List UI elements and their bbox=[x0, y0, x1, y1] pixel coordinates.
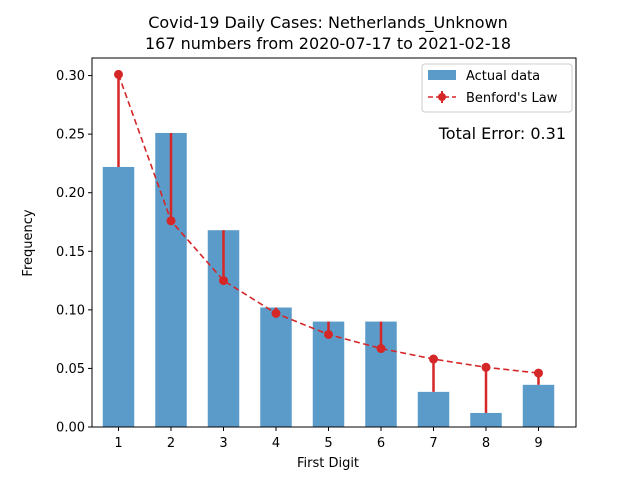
bar-digit-4 bbox=[260, 307, 292, 427]
chart-title: Covid-19 Daily Cases: Netherlands_Unknow… bbox=[148, 13, 508, 33]
y-tick-label: 0.15 bbox=[56, 245, 85, 260]
x-tick-label: 5 bbox=[324, 436, 332, 451]
x-tick-label: 9 bbox=[534, 436, 542, 451]
benford-point-digit-4 bbox=[271, 308, 281, 318]
legend-benford-marker bbox=[438, 93, 446, 101]
benford-point-digit-6 bbox=[376, 344, 386, 354]
legend-box bbox=[421, 63, 573, 113]
x-axis: 1 2 3 4 5 6 7 8 9 bbox=[114, 427, 543, 451]
legend-bar-swatch bbox=[428, 70, 456, 80]
benford-series bbox=[114, 69, 543, 413]
benford-point-digit-7 bbox=[429, 354, 438, 364]
y-axis-label: Frequency bbox=[21, 209, 36, 276]
x-tick-label: 3 bbox=[219, 436, 227, 451]
legend: Actual data Benford's Law bbox=[421, 63, 573, 113]
x-tick-label: 4 bbox=[272, 436, 280, 451]
benford-point-digit-5 bbox=[324, 329, 333, 339]
y-tick-label: 0.05 bbox=[56, 362, 85, 377]
bar-digit-1 bbox=[102, 166, 135, 427]
chart-subtitle: 167 numbers from 2020-07-17 to 2021-02-1… bbox=[145, 34, 511, 53]
benford-point-digit-1 bbox=[114, 69, 123, 79]
benford-point-digit-9 bbox=[534, 368, 543, 378]
x-tick-label: 8 bbox=[482, 436, 490, 451]
bar-digit-5 bbox=[312, 321, 345, 427]
total-error-annotation: Total Error: 0.31 bbox=[438, 124, 566, 143]
bar-digit-9 bbox=[522, 384, 555, 427]
x-tick-label: 7 bbox=[429, 436, 437, 451]
x-tick-label: 2 bbox=[167, 436, 175, 451]
y-tick-label: 0.10 bbox=[56, 303, 85, 318]
bar-digit-8 bbox=[470, 412, 502, 427]
legend-actual-label: Actual data bbox=[466, 69, 540, 84]
benford-point-digit-3 bbox=[219, 276, 228, 286]
bar-digit-7 bbox=[417, 391, 450, 427]
x-tick-label: 1 bbox=[114, 436, 122, 451]
y-tick-label: 0.20 bbox=[56, 186, 85, 201]
legend-benford-label: Benford's Law bbox=[466, 91, 558, 106]
y-tick-label: 0.00 bbox=[56, 421, 85, 436]
actual-data-bars bbox=[102, 132, 555, 427]
x-tick-label: 6 bbox=[377, 436, 385, 451]
y-axis: 0.00 0.05 0.10 0.15 0.20 0.25 0.30 bbox=[56, 69, 92, 436]
y-tick-label: 0.30 bbox=[56, 69, 85, 84]
x-axis-label: First Digit bbox=[297, 456, 359, 471]
y-tick-label: 0.25 bbox=[56, 128, 85, 143]
benford-point-digit-2 bbox=[166, 216, 176, 226]
axes-frame bbox=[91, 57, 577, 428]
benford-point-digit-8 bbox=[481, 362, 491, 372]
